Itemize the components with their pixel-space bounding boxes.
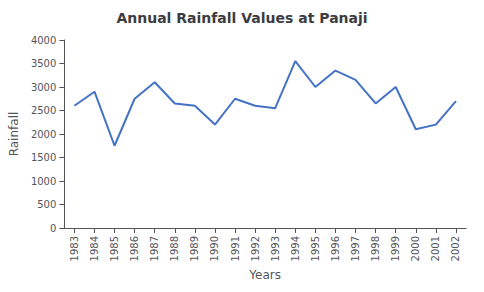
svg-text:Annual Rainfall Values at Pana: Annual Rainfall Values at Panaji bbox=[116, 10, 367, 26]
svg-text:1989: 1989 bbox=[189, 236, 200, 261]
svg-text:1999: 1999 bbox=[390, 236, 401, 261]
svg-text:1986: 1986 bbox=[129, 236, 140, 261]
svg-text:2000: 2000 bbox=[31, 129, 56, 140]
svg-text:1988: 1988 bbox=[169, 236, 180, 261]
svg-text:2001: 2001 bbox=[430, 236, 441, 261]
svg-text:1992: 1992 bbox=[250, 236, 261, 261]
svg-text:3000: 3000 bbox=[31, 82, 56, 93]
svg-text:0: 0 bbox=[50, 223, 56, 234]
svg-text:1990: 1990 bbox=[209, 236, 220, 261]
svg-text:1987: 1987 bbox=[149, 236, 160, 261]
svg-text:1997: 1997 bbox=[350, 236, 361, 261]
svg-text:3500: 3500 bbox=[31, 58, 56, 69]
svg-text:1996: 1996 bbox=[330, 236, 341, 261]
svg-text:1991: 1991 bbox=[230, 236, 241, 261]
svg-text:1500: 1500 bbox=[31, 152, 56, 163]
svg-text:1998: 1998 bbox=[370, 236, 381, 261]
svg-text:1985: 1985 bbox=[109, 236, 120, 261]
svg-text:1995: 1995 bbox=[310, 236, 321, 261]
svg-text:Years: Years bbox=[248, 268, 281, 282]
svg-text:1994: 1994 bbox=[290, 236, 301, 261]
svg-text:500: 500 bbox=[37, 199, 56, 210]
svg-text:1984: 1984 bbox=[89, 236, 100, 261]
svg-text:1983: 1983 bbox=[69, 236, 80, 261]
svg-text:2002: 2002 bbox=[450, 236, 461, 261]
svg-text:1000: 1000 bbox=[31, 176, 56, 187]
svg-text:1993: 1993 bbox=[270, 236, 281, 261]
svg-text:2500: 2500 bbox=[31, 105, 56, 116]
svg-text:2000: 2000 bbox=[410, 236, 421, 261]
svg-text:4000: 4000 bbox=[31, 35, 56, 46]
svg-text:Rainfall: Rainfall bbox=[7, 112, 21, 157]
